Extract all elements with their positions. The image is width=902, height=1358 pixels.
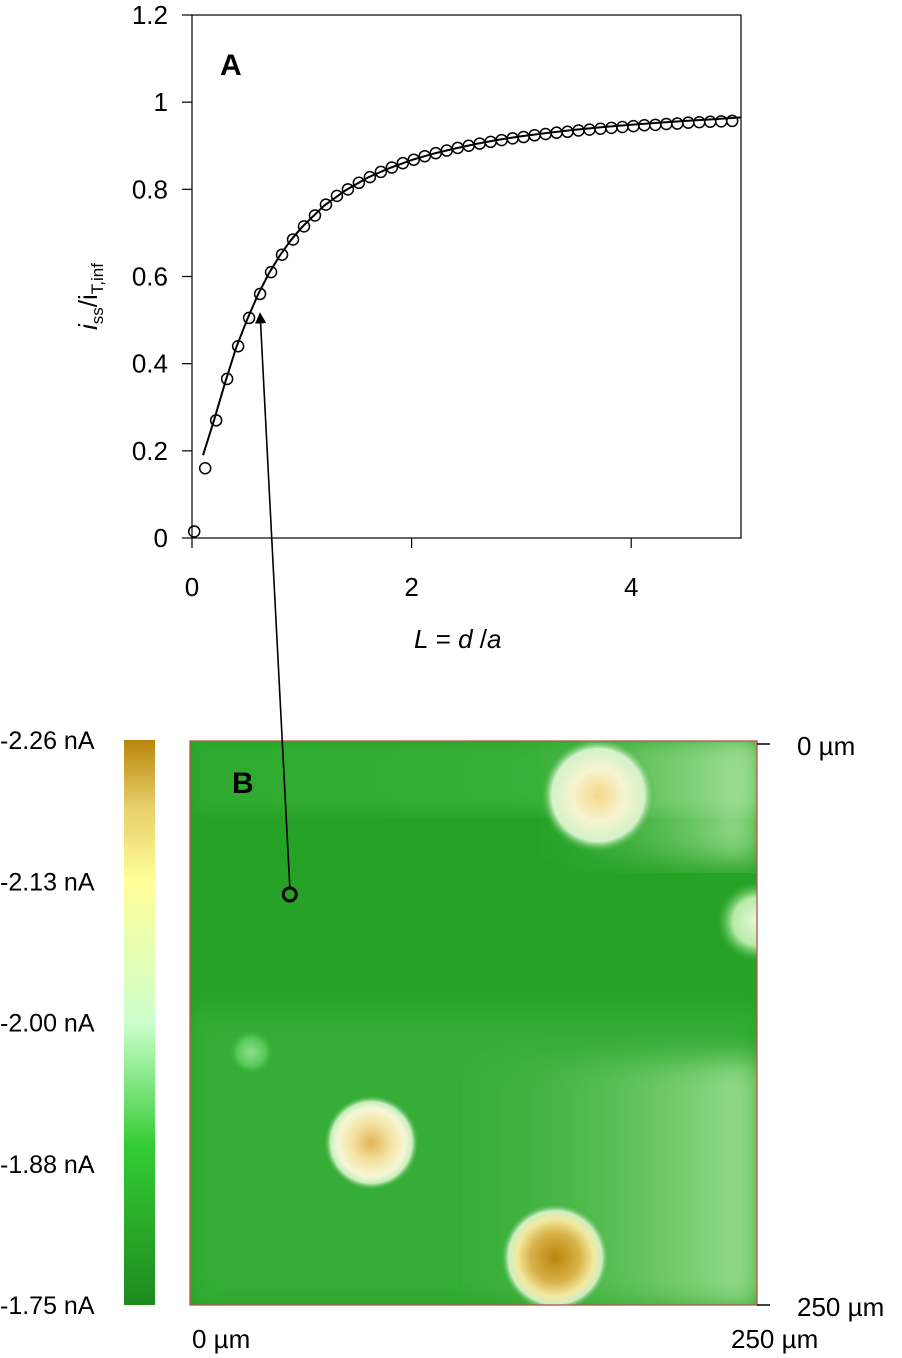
y-tick-label: 1.2 (132, 0, 168, 30)
data-point-marker (374, 165, 388, 179)
y-axis-title-sub1: ss (88, 307, 107, 324)
data-point-marker (418, 149, 432, 163)
data-point-marker (385, 161, 399, 174)
colorbar-labels: -2.26 nA -2.13 nA -2.00 nA -1.88 nA -1.75 nA (0, 727, 95, 1320)
x-tick-label: 2 (404, 572, 418, 602)
data-point-marker (275, 248, 289, 261)
y-axis-title: iss/iT,inf (73, 263, 107, 330)
data-point-marker (616, 120, 629, 134)
data-point-marker (725, 114, 739, 128)
colorbar (124, 740, 155, 1305)
data-point-marker (242, 311, 256, 325)
x-tick-label: 4 (624, 572, 638, 602)
y-tick-label: 0.2 (132, 436, 168, 466)
heatmap-spots (227, 741, 757, 1305)
data-point-marker (649, 118, 662, 132)
fit-curve-line (202, 116, 742, 456)
data-point-marker (627, 119, 640, 133)
heatmap-image (189, 740, 770, 1306)
data-point-marker (352, 176, 366, 190)
data-point-marker (660, 117, 673, 131)
y-axis-title-slash: /i (73, 294, 103, 307)
y-axis-label-top: 0 µm (797, 731, 855, 761)
data-point-marker (330, 189, 344, 203)
x-axis-title: L = d /a (414, 624, 502, 654)
probe-position-marker (281, 886, 298, 903)
panel-b-heatmap: -2.26 nA -2.13 nA -2.00 nA -1.88 nA -1.75 nA… (0, 727, 884, 1354)
x-axis-label-left: 0 µm (192, 1324, 250, 1354)
heatmap-hot-spot (323, 1094, 420, 1191)
x-axis-title-l: L (414, 624, 428, 654)
data-point-marker (198, 462, 212, 475)
data-point-marker (704, 115, 717, 129)
data-point-marker (319, 198, 333, 211)
data-point-marker (286, 233, 300, 246)
y-tick-label: 0.8 (132, 174, 168, 204)
y-axis-ticks: 0 0.2 0.4 0.6 0.8 1 1.2 (132, 0, 192, 553)
y-tick-label: 0 (154, 523, 168, 553)
heatmap-frame (189, 740, 758, 1306)
x-axis-ticks: 0 2 4 (185, 538, 638, 602)
data-point-marker (682, 116, 695, 129)
colorbar-tick-label: -1.75 nA (0, 1292, 95, 1320)
data-point-marker (187, 525, 201, 538)
data-point-marker (605, 121, 618, 135)
panel-label-a: A (220, 49, 242, 82)
y-tick-label: 1 (154, 87, 168, 117)
data-point-marker (407, 153, 421, 166)
data-point-marker (341, 183, 355, 196)
heatmap-bright-spot (227, 1028, 276, 1077)
y-axis-title-sub2: T,inf (88, 263, 107, 294)
heatmap-lower-band (190, 1010, 757, 1305)
y-axis-title-i: i (73, 323, 103, 330)
data-point-marker (308, 209, 322, 222)
x-axis-title-eq: = (428, 624, 458, 654)
colorbar-tick-label: -2.26 nA (0, 727, 95, 755)
x-axis-label-right: 250 µm (731, 1324, 818, 1354)
data-point-marker (594, 122, 607, 136)
data-point-marker (671, 117, 684, 130)
heatmap-hot-spot (540, 741, 657, 854)
data-point-marker (264, 265, 278, 279)
panel-a-chart: 0 0.2 0.4 0.6 0.8 1 1.2 0 2 4 A L = d /a iss/iT,… (73, 0, 742, 654)
heatmap-bright-spot (717, 881, 757, 962)
y-axis-label-bottom: 250 µm (797, 1292, 884, 1322)
x-axis-title-sep: / (473, 624, 488, 654)
colorbar-tick-label: -1.88 nA (0, 1151, 95, 1179)
y-tick-label: 0.4 (132, 349, 168, 379)
heatmap-hot-spot (500, 1202, 611, 1305)
x-axis-title-a: a (487, 624, 501, 654)
data-markers-series (187, 114, 739, 538)
data-point-marker (396, 156, 410, 170)
panel-label-b: B (232, 767, 254, 800)
x-axis-title-d: d (458, 624, 474, 654)
data-point-marker (638, 119, 651, 132)
data-point-marker (297, 220, 311, 233)
y-tick-label: 0.6 (132, 262, 168, 292)
annotation-arrow (255, 312, 291, 887)
colorbar-tick-label: -2.00 nA (0, 1010, 95, 1038)
data-point-marker (363, 170, 377, 184)
data-point-marker (693, 115, 706, 129)
colorbar-tick-label: -2.13 nA (0, 868, 95, 896)
x-tick-label: 0 (185, 572, 199, 602)
